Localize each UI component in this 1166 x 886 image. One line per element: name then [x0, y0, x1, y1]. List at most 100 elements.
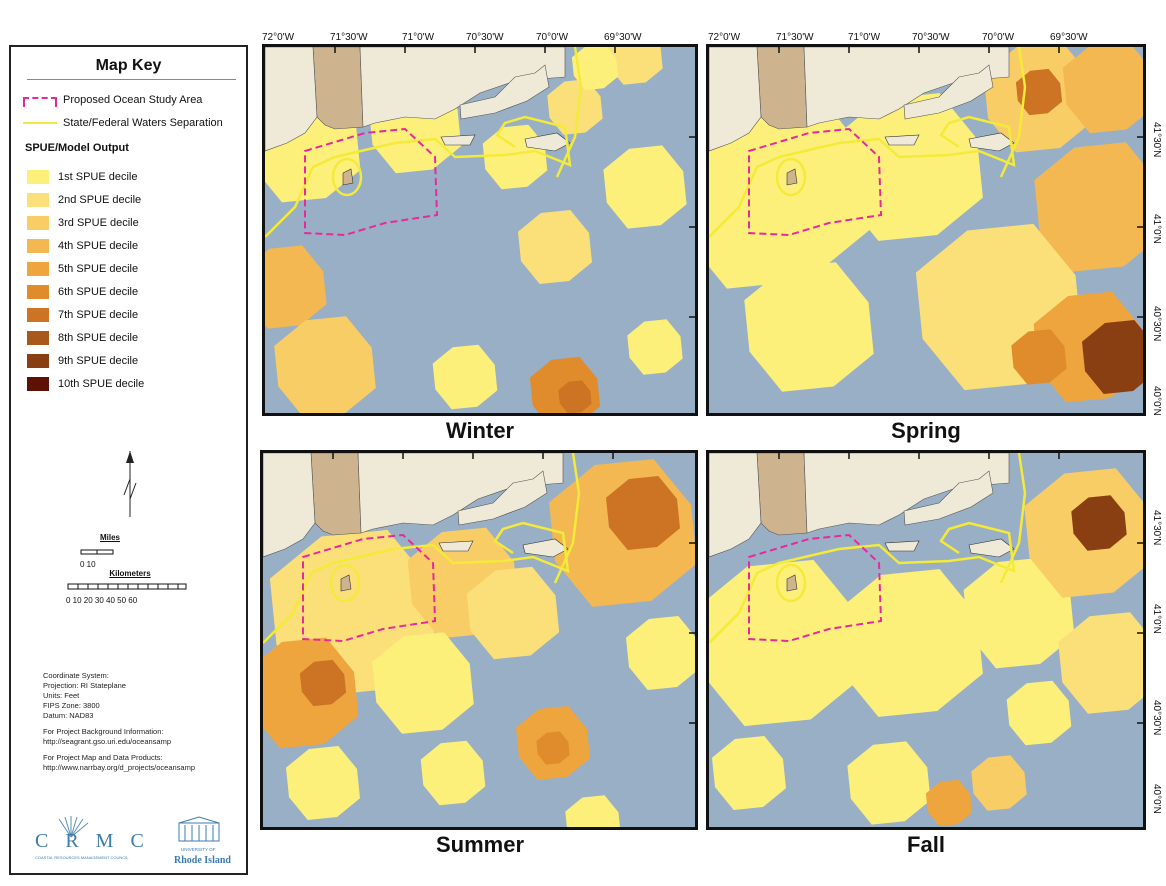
coord-line: Coordinate System: [43, 671, 109, 680]
spue-cell [1062, 47, 1143, 134]
lon-label: 69°30'W [604, 32, 642, 43]
lon-label: 70°0'W [982, 32, 1015, 43]
summer-map[interactable] [260, 450, 698, 830]
logos: C R M C COASTAL RESOURCES MANAGEMENT COU… [31, 815, 231, 867]
connecticut-land [263, 453, 316, 558]
lat-label: 40°30'N [1151, 700, 1162, 736]
summer-title: Summer [435, 832, 525, 857]
svg-text:Rhode Island: Rhode Island [174, 855, 231, 866]
decile-row: 6th SPUE decile [27, 285, 138, 299]
spue-cell [1006, 680, 1072, 746]
decile-row: 5th SPUE decile [27, 262, 138, 276]
marthas-vineyard-land [884, 134, 920, 146]
waters-separation-label: State/Federal Waters Separation [63, 117, 223, 129]
background-info-url[interactable]: http://seagrant.gso.uri.edu/oceansamp [43, 737, 171, 746]
spue-cell [712, 736, 786, 810]
decile-label: 1st SPUE decile [58, 171, 138, 183]
spue-cell [1034, 142, 1143, 272]
decile-label: 5th SPUE decile [58, 263, 139, 275]
block-island-land [786, 574, 798, 592]
state-federal-waters-line [999, 47, 1027, 178]
spue-cell [925, 779, 973, 827]
spue-heading: SPUE/Model Output [25, 142, 129, 154]
massachusetts-land [359, 47, 566, 128]
spue-cell [627, 319, 683, 375]
spue-cell [547, 79, 603, 135]
lon-label: 70°30'W [466, 32, 504, 43]
km-label: Kilometers [109, 569, 151, 578]
spue-cell [847, 741, 931, 825]
spue-cell [466, 566, 560, 660]
block-island-waters-line [331, 157, 363, 197]
decile-swatch [27, 308, 49, 322]
decile-row: 9th SPUE decile [27, 354, 138, 368]
winter-title: Winter [445, 418, 515, 443]
fall-map[interactable] [706, 450, 1146, 830]
state-federal-waters-line [999, 453, 1027, 584]
coord-line: FIPS Zone: 3800 [43, 701, 100, 710]
spue-cell [603, 145, 687, 229]
nantucket-land [524, 132, 571, 152]
lat-label: 41°30'N [1151, 510, 1162, 546]
nantucket-land [968, 538, 1015, 558]
marthas-vineyard-land [438, 540, 474, 552]
spue-cell [607, 47, 663, 85]
data-products-url[interactable]: http://www.narrbay.org/d_projects/oceans… [43, 763, 196, 772]
decile-swatch [27, 331, 49, 345]
km-ticks: 0 10 20 30 40 50 60 [66, 596, 138, 605]
lon-label: 72°0'W [708, 32, 741, 43]
decile-row: 10th SPUE decile [27, 377, 144, 391]
lat-label: 41°0'N [1151, 604, 1162, 634]
state-federal-waters-line [553, 453, 581, 584]
winter-map[interactable] [262, 44, 698, 416]
spue-cell [1082, 320, 1143, 394]
spue-cell [626, 616, 695, 690]
spue-cell [963, 557, 1075, 669]
background-info-label: For Project Background Information: [43, 727, 164, 736]
km-bar [67, 583, 187, 590]
lat-label: 41°30'N [1151, 122, 1162, 158]
decile-row: 7th SPUE decile [27, 308, 138, 322]
block-island-land [342, 168, 354, 186]
spue-cell [558, 380, 592, 413]
decile-row: 8th SPUE decile [27, 331, 138, 345]
spue-cell [1058, 612, 1143, 714]
decile-label: 6th SPUE decile [58, 286, 139, 298]
yellow-line-icon [23, 122, 57, 124]
lon-label: 71°0'W [848, 32, 881, 43]
study-area-key: Proposed Ocean Study Area [23, 93, 202, 107]
spue-cell [286, 746, 360, 820]
study-area-outline [302, 533, 437, 643]
massachusetts-land [803, 47, 1010, 128]
rhode-island-land [756, 47, 808, 130]
data-products-label: For Project Map and Data Products: [43, 753, 163, 762]
spue-cell [518, 210, 592, 284]
lat-label: 40°0'N [1151, 386, 1162, 416]
lat-label: 41°0'N [1151, 214, 1162, 244]
coord-line: Units: Feet [43, 691, 80, 700]
massachusetts-land [803, 453, 1010, 534]
miles-ticks: 0 10 [80, 560, 96, 569]
dashed-line-icon [23, 97, 57, 107]
rhode-island-land [756, 453, 808, 536]
study-area-label: Proposed Ocean Study Area [63, 94, 203, 106]
lat-label: 40°0'N [1151, 784, 1162, 814]
marthas-vineyard-land [884, 540, 920, 552]
spue-cell [571, 47, 619, 91]
block-island-land [786, 168, 798, 186]
block-island-waters-line [775, 157, 807, 197]
connecticut-land [265, 47, 318, 152]
coordinate-info: Coordinate System: Projection: RI Statep… [43, 671, 195, 773]
decile-label: 4th SPUE decile [58, 240, 139, 252]
nantucket-land [968, 132, 1015, 152]
cape-cod-land [903, 470, 994, 526]
decile-row: 2nd SPUE decile [27, 193, 141, 207]
spue-cell [536, 731, 570, 765]
spring-map[interactable] [706, 44, 1146, 416]
decile-swatch [27, 262, 49, 276]
decile-swatch [27, 216, 49, 230]
north-arrow-icon [123, 451, 137, 517]
state-federal-waters-line [263, 521, 570, 644]
coord-line: Projection: RI Stateplane [43, 681, 126, 690]
spue-cell [265, 245, 327, 329]
